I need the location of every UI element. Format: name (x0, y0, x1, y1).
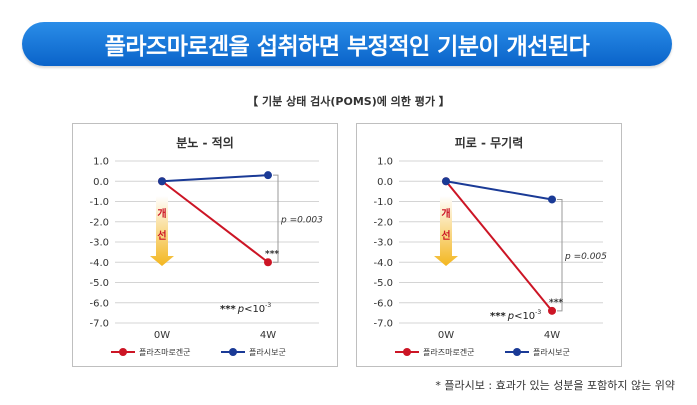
improve-arrow (434, 196, 458, 266)
bracket-p-value: p =0.005 (564, 252, 607, 262)
chart-panel-anger: 분노 - 적의 1.0 0.0 -1.0 -2.0 -3.0 -4.0 -5.0 -6.0 -7.… (72, 123, 338, 367)
x-tick-label: 4W (260, 330, 276, 341)
y-tick-label: 1.0 (93, 157, 109, 168)
bracket-p-value: p =0.003 (280, 216, 323, 226)
legend-marker (403, 348, 411, 356)
series-line (445, 180, 553, 201)
note-exp: -3 (265, 302, 271, 309)
improve-arrow (150, 196, 174, 266)
data-point (442, 177, 450, 186)
y-tick-label: -6.0 (89, 298, 109, 309)
x-tick-label: 0W (438, 330, 454, 341)
series-line (161, 174, 269, 183)
significance-marker: *** (549, 298, 563, 308)
improve-label-char: 선 (157, 229, 166, 242)
y-tick-label: 1.0 (377, 157, 393, 168)
y-tick-label: -7.0 (373, 319, 393, 330)
title-banner: 플라즈마로겐을 섭취하면 부정적인 기분이 개선된다 (22, 22, 672, 66)
y-tick-label: -5.0 (89, 278, 109, 289)
y-tick-label: -1.0 (373, 197, 393, 208)
chart-svg: 피로 - 무기력 1.0 0.0 -1.0 -2.0 -3.0 -4.0 -5.0 -6.0 -7… (373, 135, 607, 357)
legend-label: 플라시보군 (249, 348, 286, 357)
legend-label: 플라즈마로겐군 (423, 348, 475, 357)
chart-title: 분노 - 적의 (176, 135, 234, 150)
significance-marker: *** (265, 249, 279, 259)
note-stars: *** (220, 304, 236, 315)
note-p: p (507, 311, 514, 322)
significance-bracket (557, 198, 563, 312)
improve-label-char: 선 (441, 229, 450, 242)
y-tick-label: -2.0 (89, 217, 109, 228)
y-tick-label: -2.0 (373, 217, 393, 228)
p-value-note: *** p<10-3 (490, 309, 541, 322)
data-point (548, 306, 556, 315)
series-line (445, 180, 553, 312)
y-tick-label: -3.0 (373, 238, 393, 249)
note-stars: *** (490, 311, 506, 322)
note-exp: -3 (535, 309, 541, 316)
y-tick-label: -4.0 (373, 258, 393, 269)
y-tick-label: -4.0 (89, 258, 109, 269)
y-tick-label: -5.0 (373, 278, 393, 289)
chart-title: 피로 - 무기력 (455, 135, 524, 150)
chart-panel-fatigue: 피로 - 무기력 1.0 0.0 -1.0 -2.0 -3.0 -4.0 -5.0 -6.0 -7… (356, 123, 622, 367)
note-p: p (237, 304, 244, 315)
y-tick-label: 0.0 (93, 177, 109, 188)
legend-label: 플라즈마로겐군 (139, 348, 191, 357)
improve-label-char: 개 (157, 207, 166, 220)
legend-marker (119, 348, 127, 356)
data-point (158, 177, 166, 186)
p-value-note: *** p<10-3 (220, 302, 271, 315)
data-point (264, 258, 272, 267)
y-tick-label: -1.0 (89, 197, 109, 208)
legend-marker (513, 348, 521, 356)
note-rel: <10 (244, 304, 265, 315)
improve-label-char: 개 (441, 207, 450, 220)
chart-svg: 분노 - 적의 1.0 0.0 -1.0 -2.0 -3.0 -4.0 -5.0 -6.0 -7.… (89, 135, 323, 357)
y-tick-label: 0.0 (377, 177, 393, 188)
data-point (264, 171, 272, 180)
series-line (161, 180, 269, 264)
subtitle: 【 기분 상태 검사(POMS)에 의한 평가 】 (247, 95, 450, 108)
y-tick-label: -3.0 (89, 238, 109, 249)
note-rel: <10 (514, 311, 535, 322)
significance-bracket (273, 174, 279, 263)
y-tick-label: -7.0 (89, 319, 109, 330)
banner-title: 플라즈마로겐을 섭취하면 부정적인 기분이 개선된다 (104, 34, 590, 60)
data-point (548, 195, 556, 204)
legend-label: 플라시보군 (533, 348, 570, 357)
legend-marker (229, 348, 237, 356)
y-tick-label: -6.0 (373, 298, 393, 309)
x-tick-label: 0W (154, 330, 170, 341)
footnote: * 플라시보 : 효과가 있는 성분을 포함하지 않는 위약 (435, 379, 675, 392)
x-tick-label: 4W (544, 330, 560, 341)
